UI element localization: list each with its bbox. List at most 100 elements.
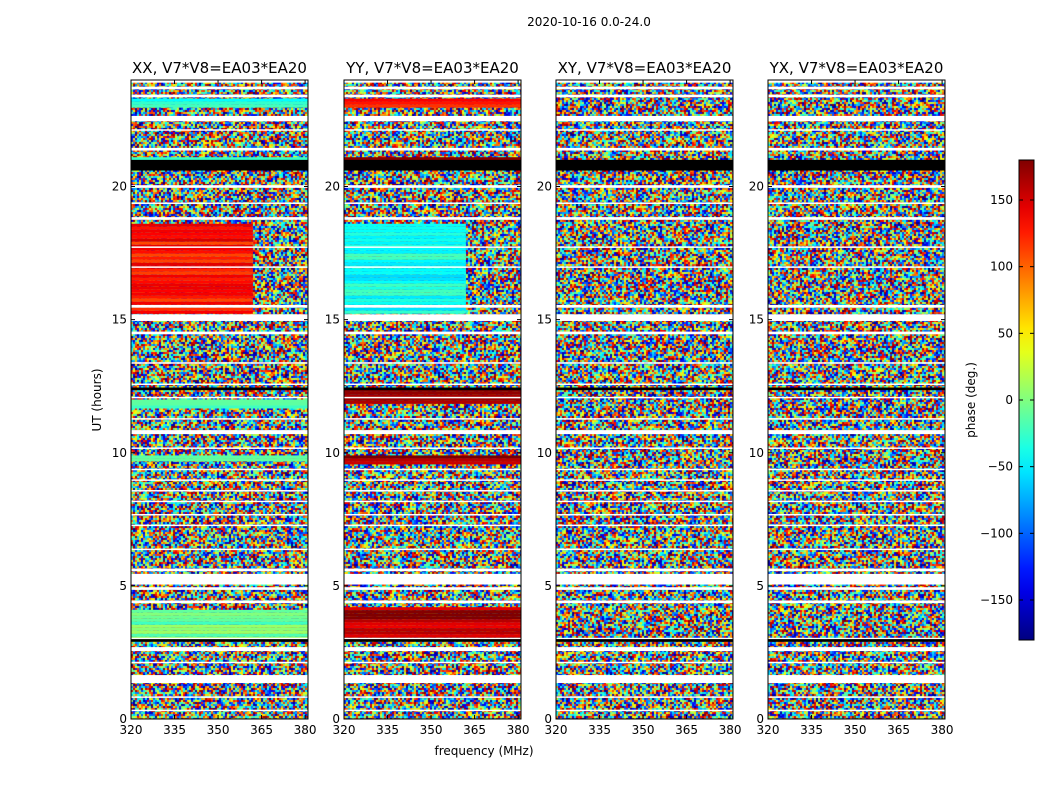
gap-row <box>556 647 733 652</box>
gap-row <box>768 661 945 664</box>
gap-row <box>556 637 733 640</box>
gap-row <box>344 418 521 420</box>
coherent-band <box>131 609 308 640</box>
gap-row <box>556 80 733 83</box>
y-tick-label: 15 <box>537 313 552 327</box>
x-tick-label: 365 <box>250 723 273 737</box>
y-tick-label: 20 <box>537 180 552 194</box>
gap-row <box>556 573 733 585</box>
gap-row <box>131 202 308 204</box>
y-tick-label: 5 <box>756 579 764 593</box>
y-tick-label: 10 <box>537 446 552 460</box>
gap-row <box>556 396 733 399</box>
colorbar-gradient <box>1019 160 1034 640</box>
gap-row <box>344 490 521 492</box>
flagged-row <box>768 639 945 642</box>
gap-row <box>768 587 945 590</box>
gap-row <box>344 86 521 90</box>
phase-noise <box>768 80 945 719</box>
gap-row <box>768 447 945 449</box>
y-tick-label: 0 <box>544 712 552 726</box>
gap-row <box>344 147 521 151</box>
gap-row <box>131 661 308 664</box>
gap-row <box>131 266 308 268</box>
panel-title: YX, V7*V8=EA03*EA20 <box>769 59 944 77</box>
x-tick-label: 365 <box>887 723 910 737</box>
phase-noise <box>556 80 733 719</box>
gap-row <box>556 661 733 664</box>
gap-row <box>556 500 733 503</box>
gap-row <box>344 331 521 335</box>
gap-row <box>768 675 945 684</box>
gap-row <box>344 430 521 435</box>
gap-row <box>556 468 733 471</box>
x-axis-label: frequency (MHz) <box>434 744 533 758</box>
gap-row <box>344 468 521 471</box>
gap-row <box>768 185 945 188</box>
gap-row <box>131 513 308 516</box>
flagged-row <box>556 639 733 642</box>
coherent-band <box>131 98 308 108</box>
gap-row <box>344 383 521 386</box>
gap-row <box>344 573 521 585</box>
gap-row <box>768 246 945 248</box>
gap-row <box>556 147 733 151</box>
gap-row <box>768 513 945 516</box>
flagged-row <box>768 387 945 391</box>
gap-row <box>768 331 945 335</box>
panel-4: YX, V7*V8=EA03*EA20 320 335 350 365 380 0 5 10 15… <box>749 59 954 737</box>
gap-row <box>131 115 308 122</box>
gap-row <box>344 202 521 204</box>
gap-row <box>556 418 733 420</box>
gap-row <box>131 524 308 527</box>
gap-row <box>556 217 733 220</box>
gap-row <box>131 304 308 308</box>
coherent-band <box>344 607 521 641</box>
gap-row <box>131 80 308 83</box>
gap-row <box>768 479 945 481</box>
colorbar-tick-label: 100 <box>990 260 1013 274</box>
gap-row <box>768 468 945 471</box>
gap-row <box>344 647 521 652</box>
gap-row <box>768 129 945 131</box>
gap-row <box>768 637 945 640</box>
gap-row <box>768 490 945 492</box>
coherent-band <box>131 455 308 462</box>
gap-row <box>768 94 945 98</box>
panel-heatmap <box>131 80 308 719</box>
flagged-row <box>768 159 945 171</box>
panel-frame <box>343 79 522 720</box>
flagged-row <box>556 159 733 171</box>
gap-row <box>131 468 308 471</box>
y-tick-label: 15 <box>749 313 764 327</box>
gap-row <box>344 314 521 321</box>
gap-row <box>131 246 308 248</box>
y-tick-label: 5 <box>332 579 340 593</box>
gap-row <box>131 709 308 712</box>
gap-row <box>768 600 945 604</box>
gap-row <box>768 383 945 386</box>
gap-row <box>344 246 521 248</box>
coherent-band <box>344 388 521 404</box>
gap-row <box>768 217 945 220</box>
gap-row <box>131 331 308 335</box>
gap-row <box>344 568 521 572</box>
gap-row <box>556 479 733 481</box>
gap-row <box>768 115 945 122</box>
gap-row <box>556 362 733 364</box>
x-tick-label: 320 <box>120 723 143 737</box>
gap-row <box>131 647 308 652</box>
y-tick-label: 10 <box>325 446 340 460</box>
y-tick-label: 20 <box>112 180 127 194</box>
panel-title: XY, V7*V8=EA03*EA20 <box>558 59 732 77</box>
panel-2: YY, V7*V8=EA03*EA20 320 335 350 365 380 0 5 10 15… <box>325 59 530 737</box>
gap-row <box>131 675 308 684</box>
colorbar-tick-label: −150 <box>980 593 1013 607</box>
y-tick-label: 20 <box>749 180 764 194</box>
colorbar: 150 100 50 0 −50 −100 −150 phase (deg.) <box>964 159 1035 641</box>
colorbar-tick-label: −100 <box>980 526 1013 540</box>
gap-row <box>344 548 521 551</box>
gap-row <box>131 500 308 503</box>
gap-row <box>556 430 733 435</box>
